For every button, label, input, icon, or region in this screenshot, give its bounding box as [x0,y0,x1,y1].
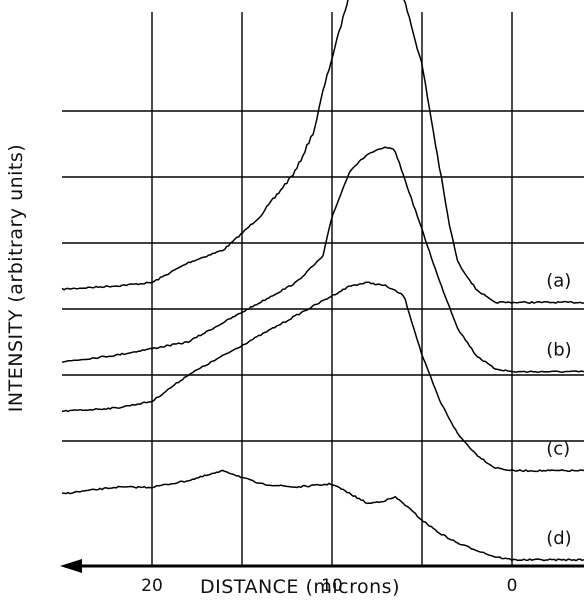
series-labels: (a) (b) (c) (d) [546,270,571,548]
x-axis-title: DISTANCE (microns) [200,576,400,598]
series-line [61,146,584,374]
series-label: (c) [546,439,570,460]
x-axis: 20 10 0 DISTANCE (microns) [60,559,584,598]
x-tick-label: 10 [321,576,343,596]
series-line [61,469,584,562]
series-line [62,281,584,473]
horizontal-gridlines [62,110,584,442]
series-line [61,0,584,304]
series-label: (b) [546,340,571,361]
y-axis-title: INTENSITY (arbitrary units) [5,144,27,412]
x-tick-label: 0 [507,576,518,596]
x-axis-arrow-icon [60,559,82,573]
vertical-gridlines [151,12,513,566]
x-tick-labels: 20 10 0 [141,576,517,596]
series-lines [61,0,584,562]
series-label: (a) [546,270,571,291]
series-label: (d) [546,528,571,549]
x-tick-label: 20 [141,576,163,596]
